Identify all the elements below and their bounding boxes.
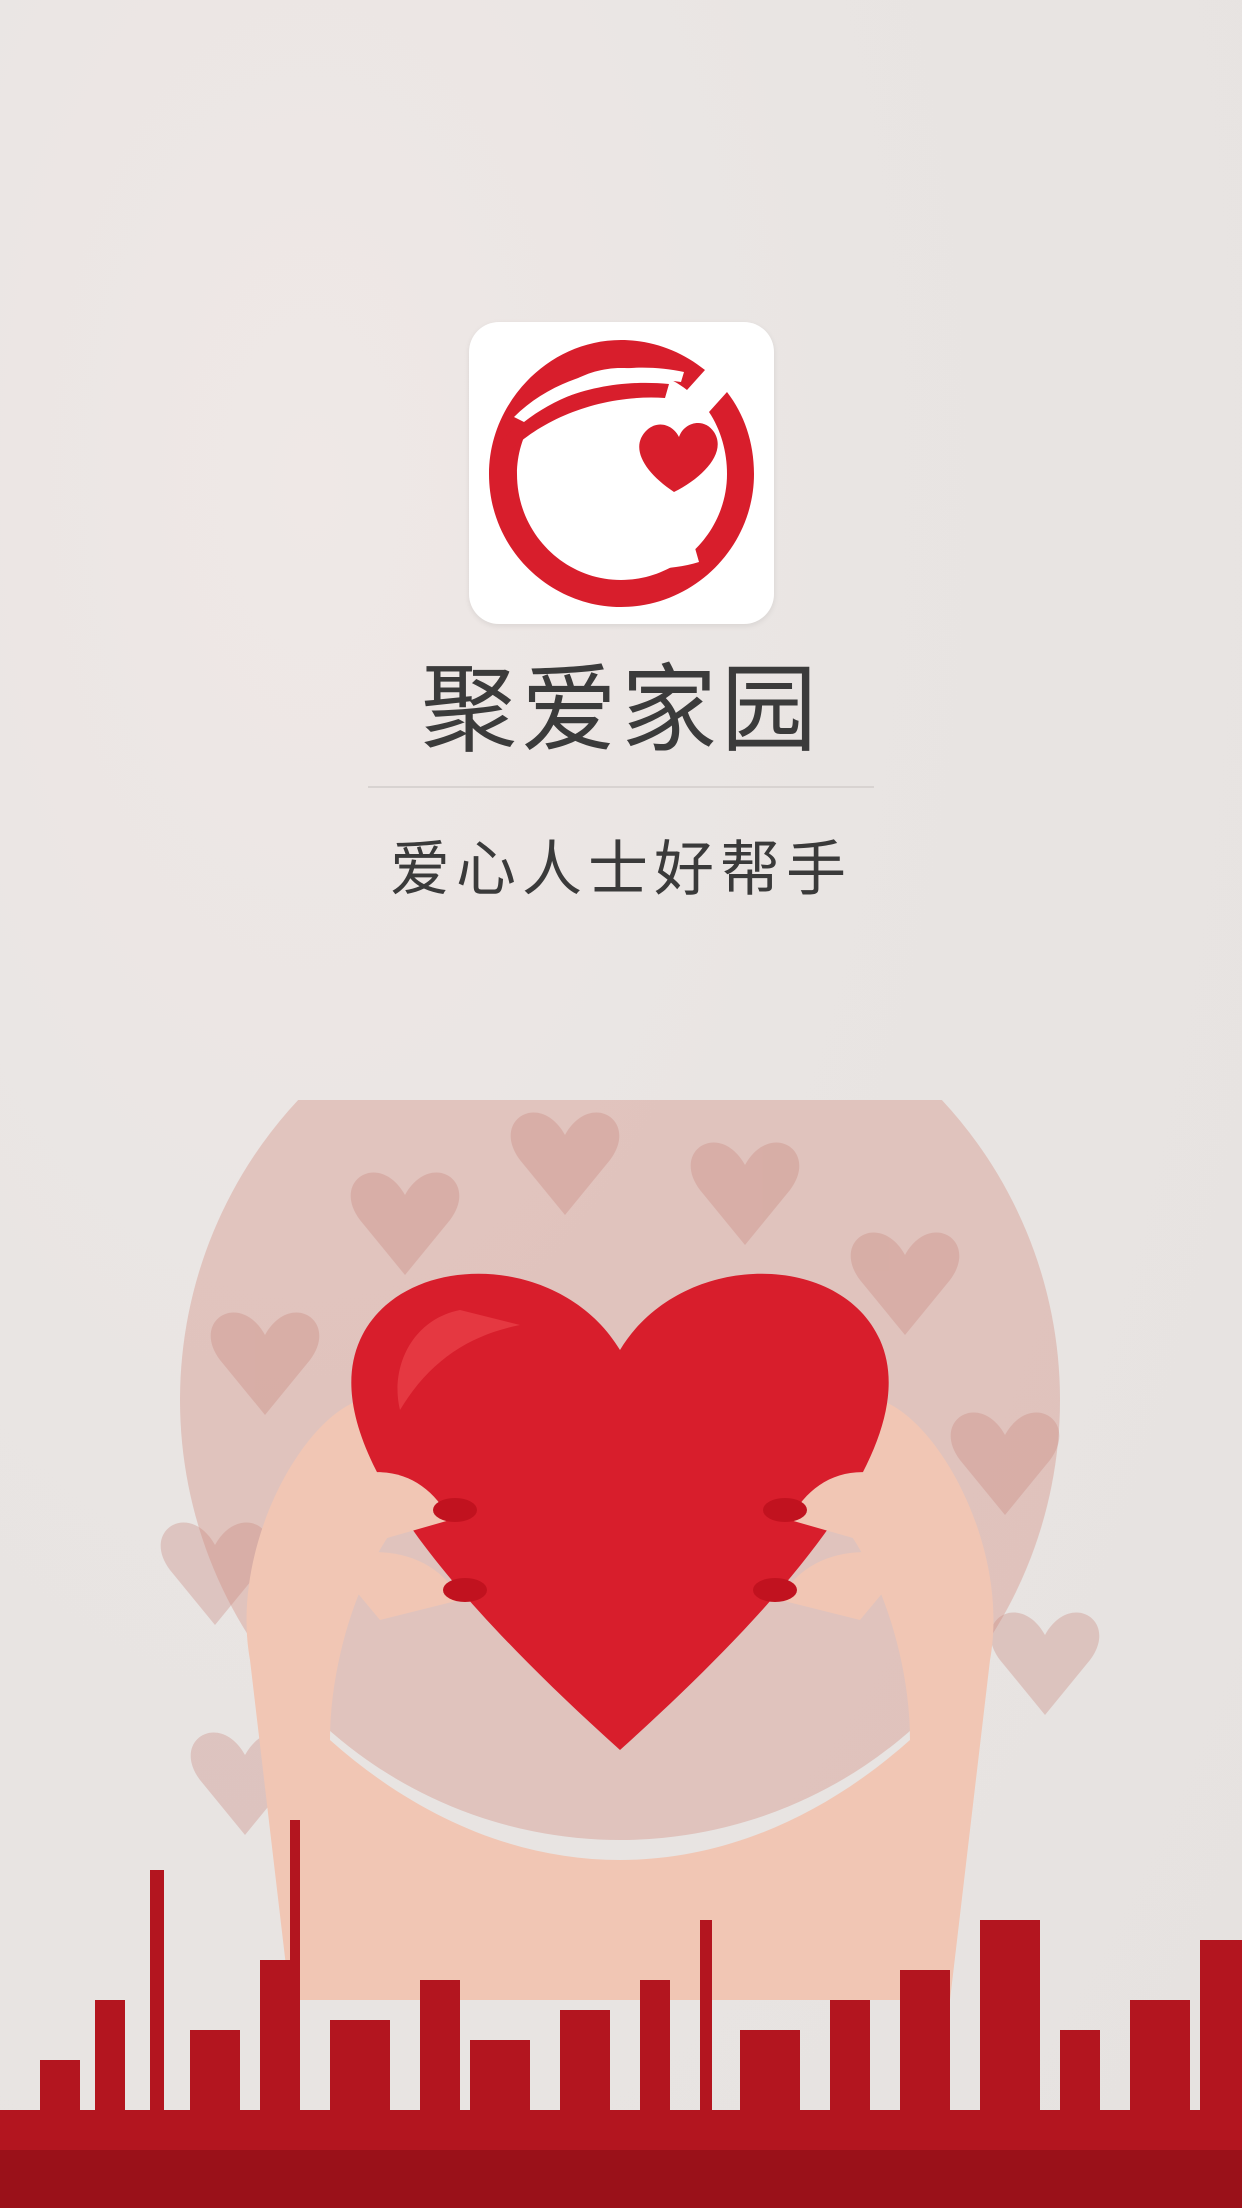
app-title: 聚爱家园 xyxy=(421,654,821,766)
hero-illustration xyxy=(0,1100,1242,2208)
app-logo-icon xyxy=(469,322,774,624)
title-divider xyxy=(368,786,874,788)
app-tagline: 爱心人士好帮手 xyxy=(390,835,852,905)
